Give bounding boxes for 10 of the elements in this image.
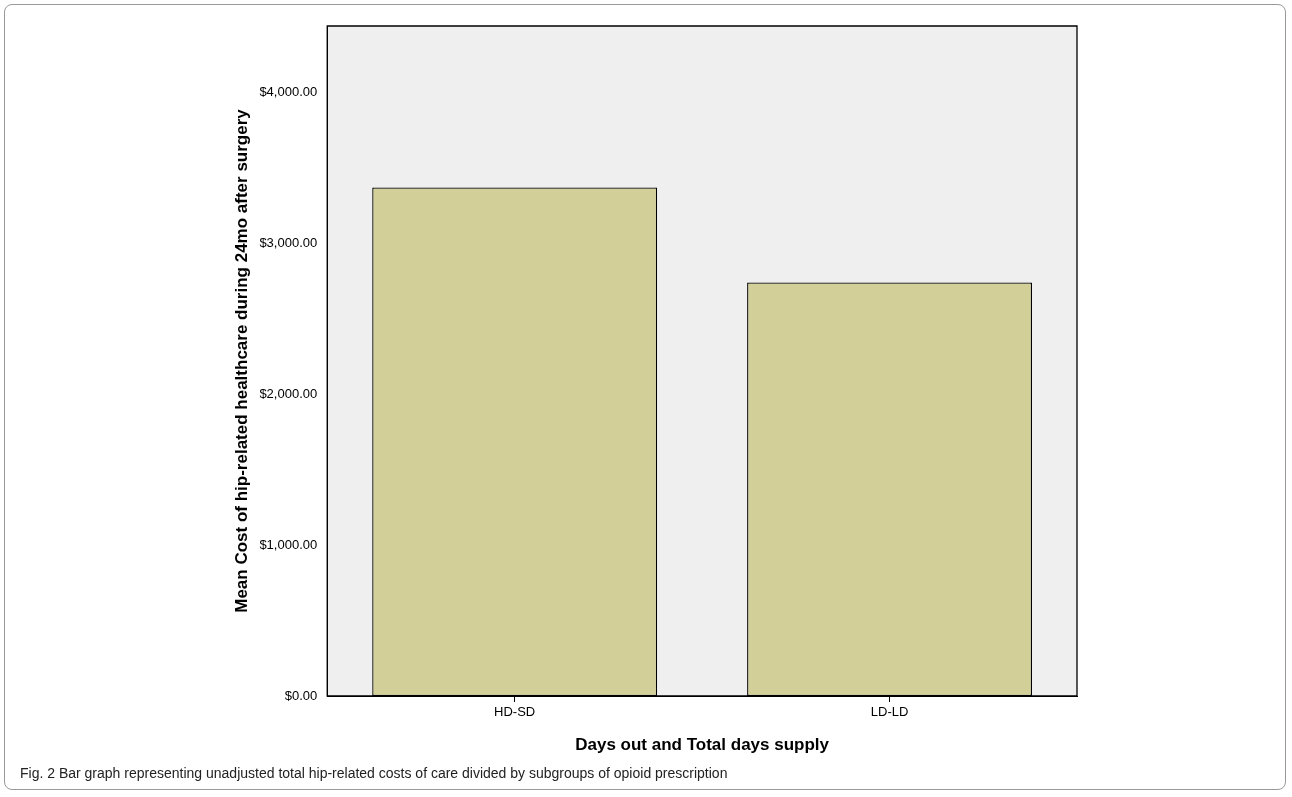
y-tick-label: $0.00 — [284, 687, 318, 703]
caption: Fig. 2 Bar graph representing unadjusted total hip-related costs of care divided by subgroups of opioid prescription — [20, 765, 728, 781]
x-axis-title: Days out and Total days supply — [575, 735, 830, 755]
y-tick-label: $4,000.00 — [259, 83, 318, 99]
y-tick-label: $3,000.00 — [259, 234, 318, 250]
y-tick-label: $2,000.00 — [259, 385, 318, 401]
x-tick-label: LD-LD — [870, 704, 909, 720]
y-axis-title: Mean Cost of hip-related healthcare during 24mo after surgery — [231, 108, 251, 613]
x-tick-label: HD-SD — [494, 704, 536, 720]
y-tick-label: $1,000.00 — [259, 536, 318, 552]
